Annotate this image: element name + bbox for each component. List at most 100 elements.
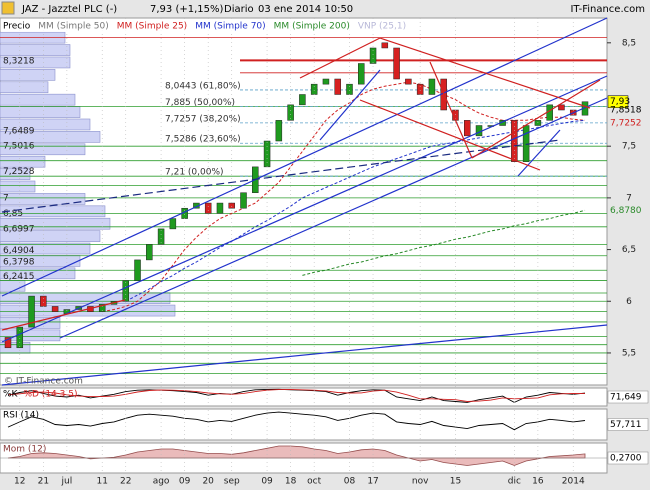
profile-label: 8,3218: [3, 57, 35, 67]
legend-entry: MM (Simple 200): [274, 22, 350, 32]
x-tick-label: 17: [367, 477, 378, 487]
moving-average: [125, 119, 586, 302]
site: IT-Finance.com: [570, 4, 645, 15]
trend-line: [359, 99, 541, 171]
candle: [275, 120, 283, 142]
x-tick-label: 08: [344, 477, 356, 487]
profile-label: 6,6997: [3, 224, 35, 234]
profile-bar: [0, 118, 91, 131]
x-tick-label: 09: [179, 477, 191, 487]
indicator-value: 0,2700: [610, 454, 642, 464]
x-tick-label: 18: [285, 477, 297, 487]
candle: [169, 218, 177, 230]
profile-label: 6,2415: [3, 272, 35, 282]
indicator-value: 71,649: [610, 393, 642, 403]
x-tick-label: oct: [307, 477, 321, 487]
profile-label: 7,2528: [3, 167, 35, 177]
profile-bar: [0, 267, 76, 280]
y-tick-label: 7,5: [622, 142, 636, 152]
candle: [322, 78, 330, 85]
candle: [558, 104, 565, 111]
indicator-value-box: [607, 451, 649, 465]
profile-bar: [0, 180, 36, 193]
profile-bar: [0, 193, 86, 205]
indicator-value-box: [607, 418, 649, 431]
profile-bar: [0, 131, 101, 143]
indicator-line: [7, 411, 586, 431]
legend-entry: MM (Simple 25): [117, 22, 187, 32]
trend-line: [379, 37, 591, 109]
candle: [405, 78, 412, 85]
trend-line: [1, 324, 608, 386]
y-tick-label: 7: [626, 193, 632, 203]
trend-line: [1, 17, 608, 297]
profile-label: 6,4904: [3, 246, 35, 256]
x-tick-label: 09: [261, 477, 273, 487]
y-tick-label: 8,5: [622, 38, 636, 48]
profile-bar: [0, 44, 71, 56]
title: JAZ - Jazztel PLC (-): [21, 4, 117, 15]
indicator-line: [7, 388, 586, 402]
candle: [157, 228, 165, 245]
candle: [216, 202, 224, 214]
legend-entry: MM (Simple 50): [38, 22, 108, 32]
legend-entry: VNP (25,1): [358, 22, 406, 32]
price-label-box: [607, 95, 629, 108]
quote: 7,93 (+1,15%): [150, 4, 223, 15]
indicator-label: %D (14 3 5): [23, 390, 77, 400]
profile-bar: [0, 230, 101, 242]
x-tick-label: 11: [96, 477, 107, 487]
candle: [51, 306, 59, 312]
fib-label: 7,7257 (38,20%): [165, 114, 241, 124]
candle: [511, 120, 518, 162]
watermark: © IT-Finance.com: [4, 377, 83, 387]
candle: [287, 104, 294, 121]
profile-label: 6,3798: [3, 257, 35, 267]
profile-bar: [0, 292, 171, 304]
indicator-value: 57,711: [610, 420, 642, 430]
x-tick-label: 15: [450, 477, 461, 487]
price-panel: [0, 17, 608, 386]
x-tick-label: sep: [224, 477, 240, 487]
indicator-label: RSI (14): [3, 411, 39, 421]
candle: [381, 42, 389, 49]
candle: [463, 120, 471, 137]
trend-line: [1, 139, 561, 213]
candle: [428, 78, 436, 95]
profile-bar: [0, 341, 31, 354]
profile-bar: [0, 155, 46, 168]
candle: [98, 304, 106, 312]
profile-bar: [0, 93, 76, 106]
trend-line: [319, 69, 381, 141]
fib-label: 7,5286 (23,60%): [165, 135, 241, 145]
candle: [416, 83, 424, 95]
fib-label: 7,885 (50,00%): [165, 98, 235, 108]
profile-bar: [0, 81, 49, 94]
legend-entry: Precio: [3, 22, 31, 32]
trend-line: [471, 79, 601, 159]
datetime: 03 ene 2014 10:50: [258, 4, 353, 15]
x-tick-label: 16: [532, 477, 544, 487]
profile-label: 7: [3, 193, 9, 203]
candle: [240, 192, 247, 209]
candle: [204, 202, 212, 214]
x-tick-label: jul: [61, 477, 73, 487]
profile-label: 6,85: [3, 209, 23, 219]
moving-average: [302, 209, 586, 276]
profile-label: 7,6489: [3, 126, 35, 136]
y-tick-label: 5,5: [622, 348, 636, 358]
profile-bar: [0, 242, 91, 255]
trend-line: [517, 129, 561, 177]
candle: [28, 295, 35, 328]
price-label: 7,7252: [610, 118, 642, 128]
price-label: 7,8518: [610, 105, 642, 115]
trend-lines: [1, 17, 608, 386]
legend-background: [1, 19, 381, 32]
price-label: 7,93: [610, 97, 630, 107]
x-tick-label: 20: [202, 477, 214, 487]
legend: Precio MM (Simple 50) MM (Simple 25) MM (Si…: [3, 22, 406, 32]
profile-bar: [0, 69, 56, 81]
candle: [146, 244, 153, 261]
x-tick-label: ago: [153, 477, 170, 487]
